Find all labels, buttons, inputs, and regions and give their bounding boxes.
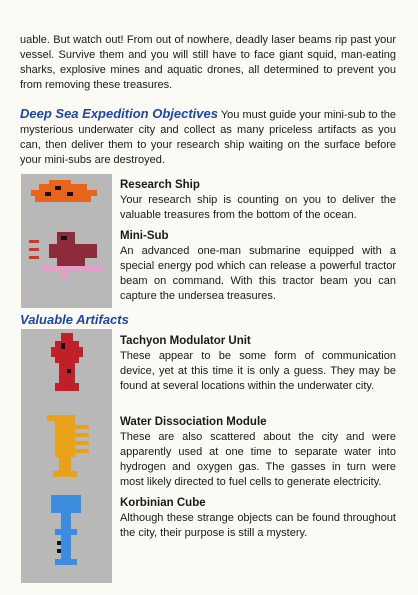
artifact-water-module: Water Dissociation Module These are also… [120,415,396,490]
artifact-title: Korbinian Cube [120,497,206,509]
vessel-description: Your research ship is counting on you to… [120,194,396,221]
intro-paragraph: uable. But watch out! From out of nowher… [20,34,396,91]
objectives-text: You must guide your mini-sub to the myst… [20,109,396,166]
artifact-description: These are also scattered about the city … [120,431,396,488]
artifact-sprite-strip [21,329,112,583]
vessel-sprite-strip [21,174,112,308]
artifact-description: Although these strange objects can be fo… [120,512,396,539]
vessel-research-ship: Research Ship Your research ship is coun… [120,178,396,223]
artifact-title: Tachyon Modulator Unit [120,335,251,347]
objectives-heading: Deep Sea Expedition Objectives [20,106,218,121]
artifact-title: Water Dissociation Module [120,416,267,428]
vessel-title: Mini-Sub [120,230,169,242]
artifact-tachyon-modulator: Tachyon Modulator Unit These appear to b… [120,334,396,394]
vessel-title: Research Ship [120,179,200,191]
artifact-description: These appear to be some form of communic… [120,350,396,392]
artifacts-heading: Valuable Artifacts [20,312,129,327]
vessel-description: An advanced one-man submarine equipped w… [120,245,396,302]
vessel-mini-sub: Mini-Sub An advanced one-man submarine e… [120,229,396,304]
objectives-paragraph: Deep Sea Expedition Objectives You must … [20,106,396,168]
artifact-korbinian-cube: Korbinian Cube Although these strange ob… [120,496,396,541]
